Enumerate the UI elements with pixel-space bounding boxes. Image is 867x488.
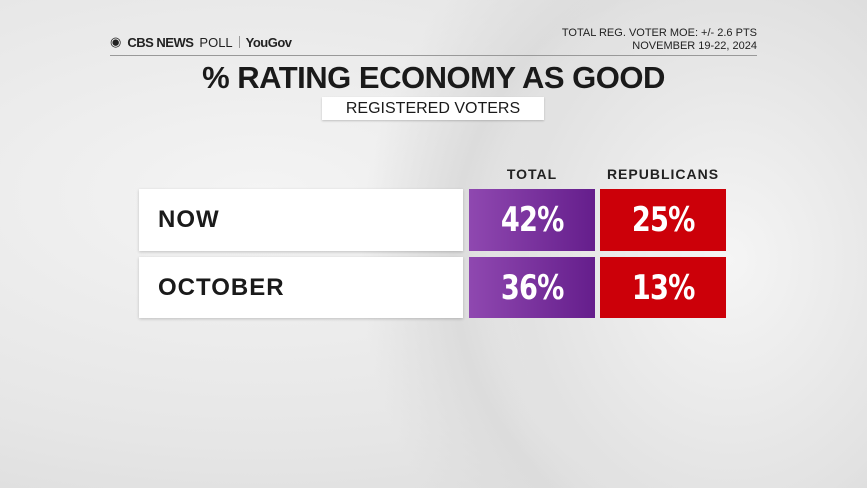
cbs-yougov-logo: ◉ CBS NEWS POLL YouGov	[110, 34, 292, 50]
logo-separator	[238, 36, 240, 48]
row-label-october: OCTOBER	[139, 257, 463, 318]
cell-now-total: 42%	[469, 189, 595, 251]
row-label-now: NOW	[139, 189, 463, 251]
poll-dates: NOVEMBER 19-22, 2024	[632, 40, 757, 52]
moe-text: TOTAL REG. VOTER MOE: +/- 2.6 PTS	[561, 27, 757, 39]
cell-october-total: 36%	[469, 257, 595, 318]
cell-now-republicans: 25%	[600, 189, 726, 251]
column-header-republicans: REPUBLICANS	[606, 166, 720, 182]
cell-october-republicans: 13%	[600, 257, 726, 318]
chart-title: % RATING ECONOMY AS GOOD	[202, 60, 665, 95]
divider	[110, 55, 757, 56]
chart-subtitle: REGISTERED VOTERS	[322, 97, 544, 120]
cbs-eye-icon: ◉	[110, 34, 122, 49]
poll-info: TOTAL REG. VOTER MOE: +/- 2.6 PTS NOVEMB…	[562, 27, 757, 53]
column-header-total: TOTAL	[506, 166, 558, 182]
